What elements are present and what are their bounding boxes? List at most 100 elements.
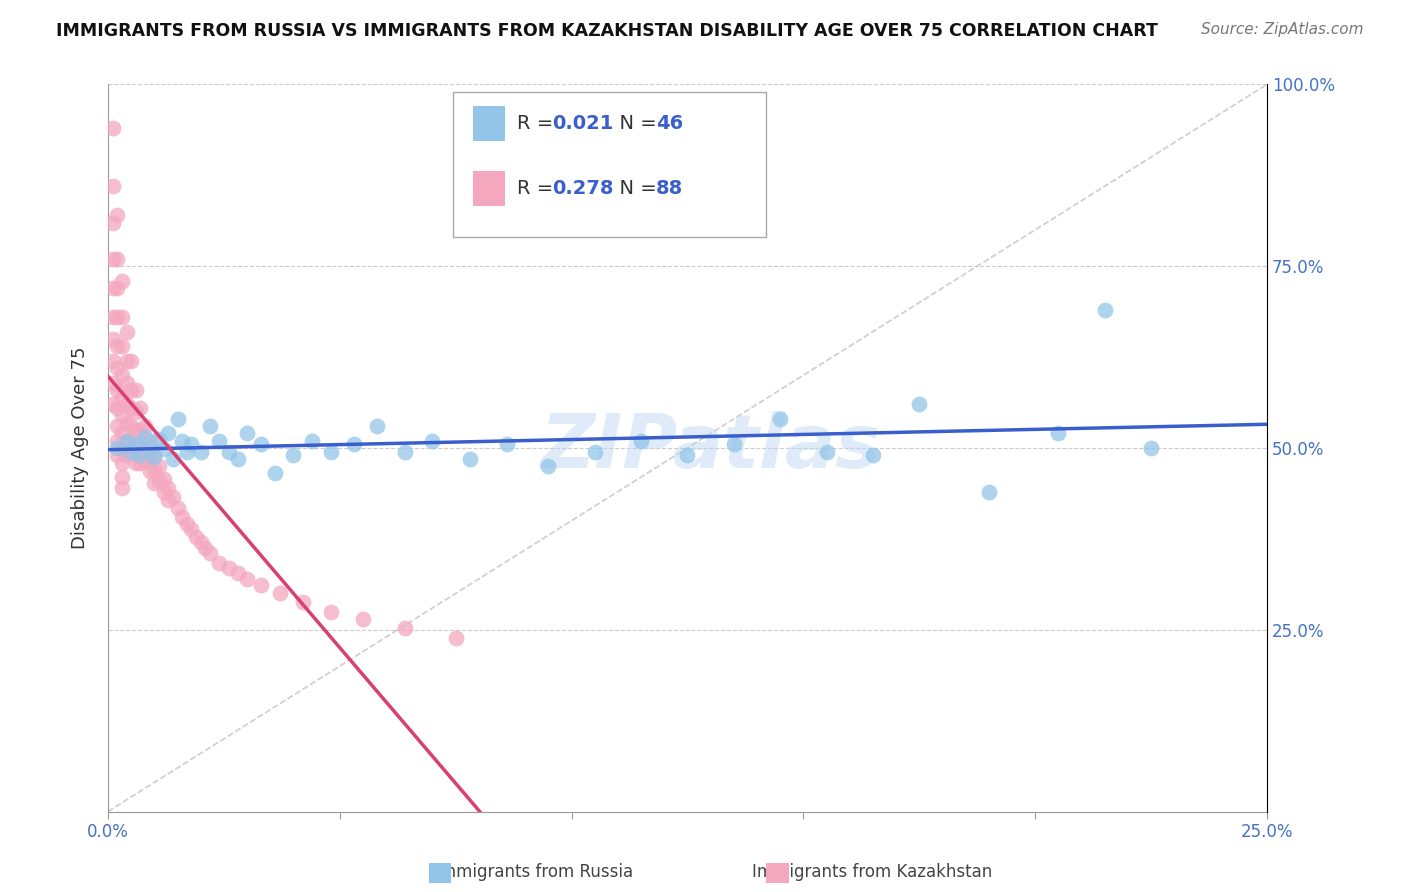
Point [129,441,152,455]
Point [143,463,166,477]
Point [143,448,166,462]
Point [115,434,138,448]
Point [166,412,188,426]
Point [176,444,198,458]
Point [352,612,374,626]
Point [101,332,124,346]
Point [537,459,560,474]
Point [120,419,142,434]
Point [115,376,138,390]
Point [105,281,128,295]
Point [111,368,134,383]
Text: R =: R = [517,179,560,198]
Point [120,353,142,368]
Point [105,361,128,376]
Point [138,434,160,448]
Point [263,467,285,481]
Point [115,397,138,411]
Point [1140,441,1163,455]
Point [977,484,1000,499]
Point [162,491,184,505]
Point [101,353,124,368]
Point [250,437,273,451]
Point [111,274,134,288]
Point [111,409,134,423]
Point [105,310,128,324]
Text: 88: 88 [657,179,683,198]
Point [129,401,152,415]
Point [194,541,217,556]
Point [1047,426,1070,441]
Text: Source: ZipAtlas.com: Source: ZipAtlas.com [1201,22,1364,37]
Text: Immigrants from Russia: Immigrants from Russia [436,863,633,881]
Point [208,556,231,570]
Point [198,546,221,560]
Point [769,412,792,426]
Text: 0.021: 0.021 [551,114,613,133]
Text: N =: N = [607,179,664,198]
Point [129,456,152,470]
Y-axis label: Disability Age Over 75: Disability Age Over 75 [72,347,89,549]
Point [208,434,231,448]
Point [105,401,128,415]
Point [218,561,240,575]
Point [148,474,170,488]
Point [319,605,342,619]
Point [583,444,606,458]
Point [172,510,194,524]
Point [283,448,305,462]
Point [394,444,416,458]
Point [115,353,138,368]
Point [190,444,212,458]
Point [125,423,148,437]
Point [138,464,160,478]
Point [458,451,481,466]
Point [111,310,134,324]
Point [250,577,273,591]
Point [129,448,152,462]
Point [394,621,416,635]
Point [105,383,128,397]
Point [319,444,342,458]
Point [101,179,124,194]
Point [111,390,134,404]
Point [152,484,174,499]
Point [366,419,388,434]
Point [157,426,180,441]
Point [115,325,138,339]
Point [218,444,240,458]
Point [111,456,134,470]
Point [226,451,249,466]
Bar [472,171,506,206]
Point [111,426,134,441]
Point [101,281,124,295]
Point [105,441,128,455]
Point [422,434,444,448]
Point [120,401,142,415]
Point [138,441,160,455]
Point [105,252,128,266]
Point [162,451,184,466]
Point [908,397,931,411]
Point [115,448,138,462]
Point [444,632,467,646]
Point [115,416,138,430]
Point [148,459,170,474]
Point [129,423,152,437]
Bar [472,106,506,141]
Point [143,475,166,490]
Point [111,339,134,353]
Point [111,470,134,484]
Point [815,444,838,458]
Point [125,404,148,418]
Point [120,444,142,458]
FancyBboxPatch shape [453,92,766,237]
Point [101,216,124,230]
Point [101,310,124,324]
Point [105,339,128,353]
Point [236,572,259,586]
Point [176,517,198,532]
Point [236,426,259,441]
Point [134,430,156,444]
Point [115,434,138,448]
